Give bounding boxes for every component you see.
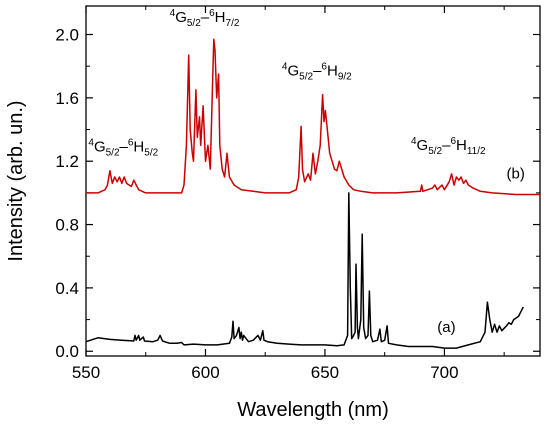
x-tick-label: 700 [430,363,458,382]
series-layer [85,38,540,349]
axes: 550 600 650 700 0.0 0.4 0.8 1.2 1.6 2.0 [55,6,540,382]
x-tick-label: 650 [311,363,339,382]
annotation-5: 4G5/2–6H11/2 [411,136,486,157]
annotation-5-part: 6 [450,136,456,147]
annotation-3-part: 4 [170,8,176,19]
annotation-2-part: – [120,139,129,156]
annotation-2-part: 5/2 [106,148,120,159]
annotation-2-part: 6 [128,138,134,149]
annotation-5-part: H [456,137,467,154]
y-tick-label: 0.4 [55,279,79,298]
annotation-4-part: H [327,63,338,80]
annotation-4: 4G5/2–6H9/2 [282,62,352,83]
annotation-3-part: 6 [209,8,215,19]
annotations: (a)(b)4G5/2–6H5/24G5/2–6H7/24G5/2–6H9/24… [88,8,525,336]
annotation-5-part: G [417,137,429,154]
annotation-0: (a) [437,319,455,336]
y-tick-label: 1.6 [55,89,79,108]
y-tick-label: 1.2 [55,152,79,171]
annotation-2-part: 5/2 [144,148,158,159]
plot-frame [85,5,541,357]
annotation-5-part: 5/2 [428,146,442,157]
annotation-2-part: H [133,139,144,156]
annotation-3-part: G [175,9,187,26]
y-tick-label: 2.0 [55,26,79,45]
annotation-3-part: 7/2 [226,18,240,29]
annotation-2: 4G5/2–6H5/2 [88,138,158,159]
series-line-1 [86,38,540,196]
annotation-2-part: 4 [88,138,94,149]
y-tick-label: 0.0 [55,342,79,361]
annotation-3-part: – [201,9,210,26]
annotation-3-part: H [215,9,226,26]
annotation-4-part: 9/2 [338,72,352,83]
x-axis-title: Wavelength (nm) [237,399,389,421]
annotation-3: 4G5/2–6H7/2 [170,8,240,29]
series-line-0 [85,192,524,349]
annotation-2-part: G [94,139,106,156]
annotation-5-part: 11/2 [467,146,486,157]
annotation-3-part: 5/2 [187,18,201,29]
annotation-4-part: – [313,63,322,80]
annotation-4-part: 4 [282,62,288,73]
y-tick-label: 0.8 [55,216,79,235]
x-tick-label: 550 [72,363,100,382]
annotation-4-part: 6 [321,62,327,73]
x-tick-label: 600 [191,363,219,382]
annotation-5-part: 4 [411,136,417,147]
y-axis-title: Intensity (arb. un.) [5,100,27,261]
annotation-4-part: 5/2 [299,72,313,83]
annotation-4-part: G [287,63,299,80]
annotation-5-part: – [442,137,451,154]
annotation-1: (b) [507,166,525,183]
